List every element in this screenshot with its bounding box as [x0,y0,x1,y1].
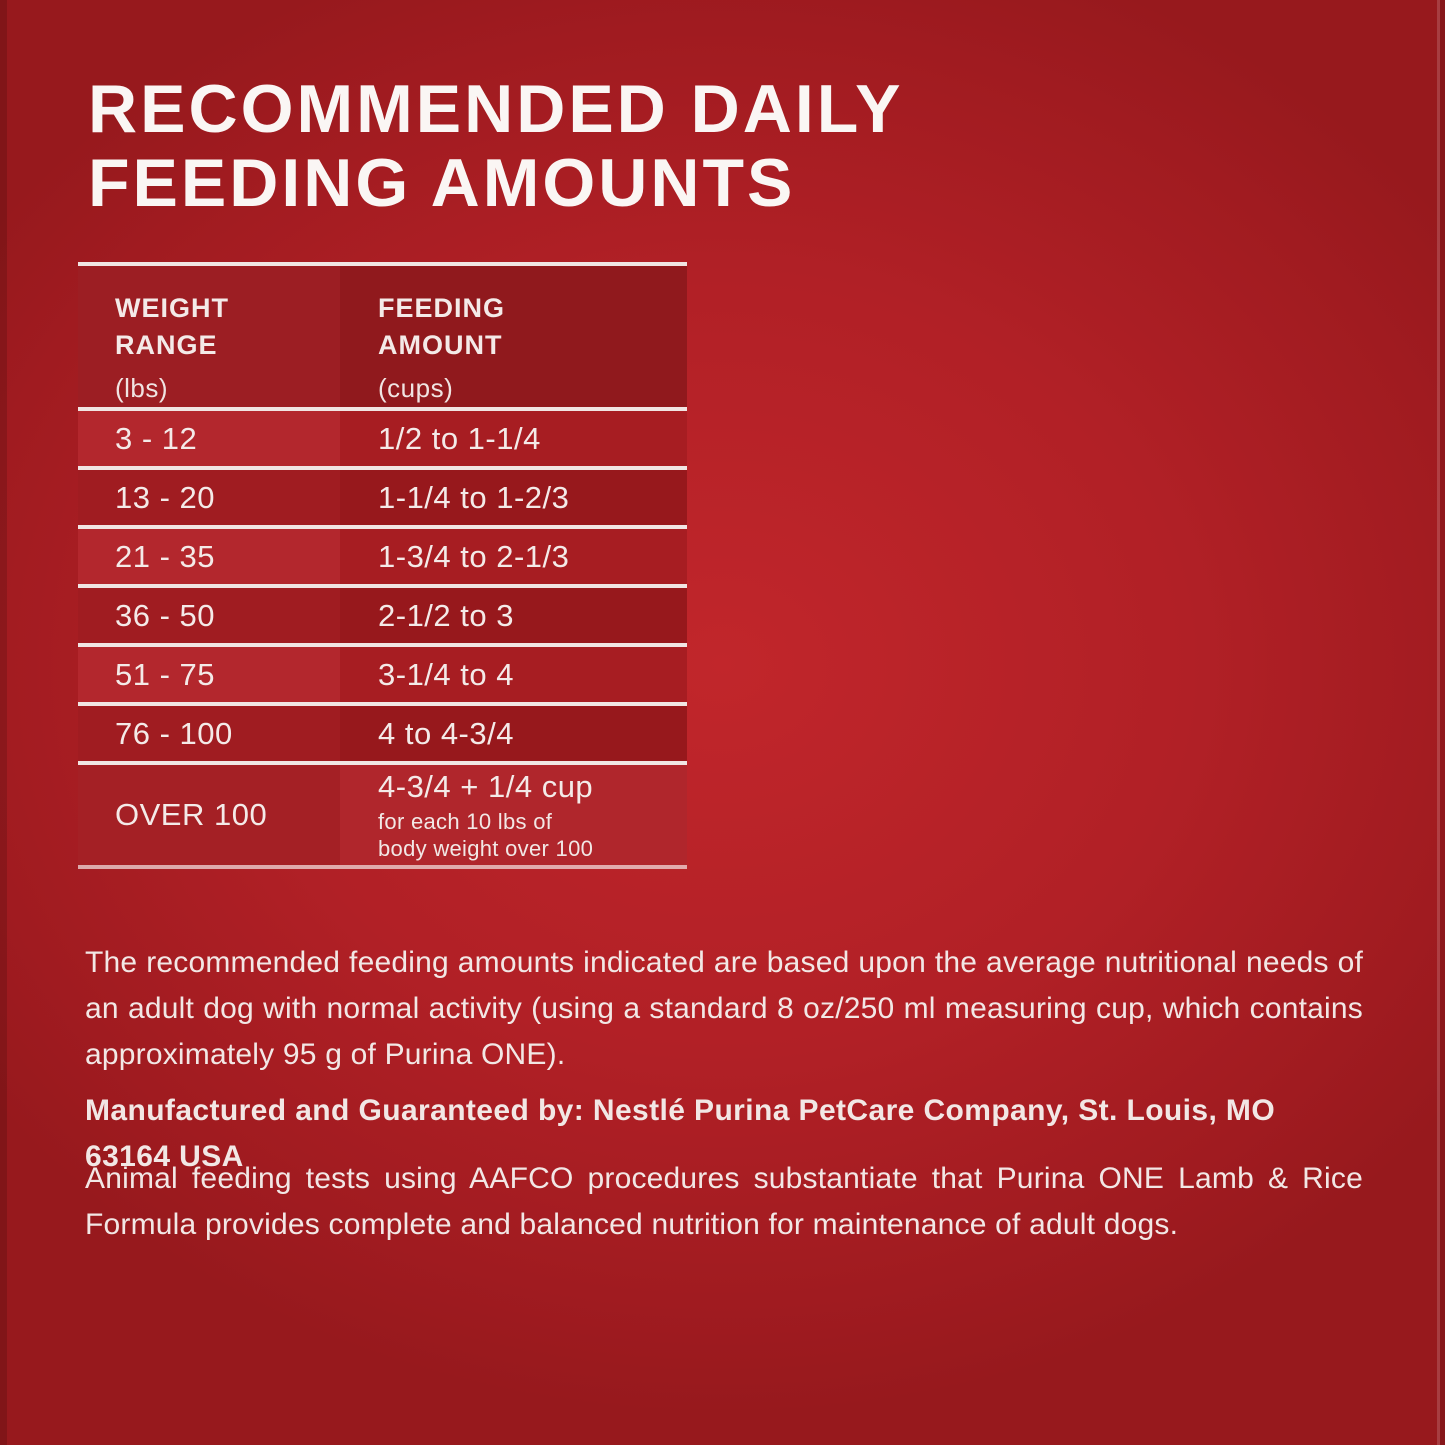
feeding-table: WEIGHT RANGE (lbs) FEEDING AMOUNT (cups)… [78,262,687,869]
header-cell-weight-range: WEIGHT RANGE (lbs) [78,266,340,407]
feeding-basis-paragraph: The recommended feeding amounts indicate… [85,946,1363,1071]
table-row-over-100: OVER 100 4-3/4 + 1/4 cup for each 10 lbs… [78,765,687,865]
weight-range-unit-label: (lbs) [115,373,169,403]
feeding-amount-value: 4 to 4-3/4 [378,715,514,751]
table-divider [78,643,687,647]
table-divider [78,865,687,869]
feeding-amount-value: 1-1/4 to 1-2/3 [378,479,570,515]
table-row: 51 - 75 3-1/4 to 4 [78,647,687,702]
package-edge-shadow-right [1440,0,1445,1445]
package-edge-shadow-left [0,0,7,1445]
table-row: 76 - 100 4 to 4-3/4 [78,706,687,761]
weight-range-header-label: WEIGHT RANGE [115,293,229,360]
table-row: 36 - 50 2-1/2 to 3 [78,588,687,643]
feeding-amount-value: 1-3/4 to 2-1/3 [378,538,570,574]
weight-range-value: 13 - 20 [115,479,216,515]
table-divider [78,262,687,266]
table-row: 21 - 35 1-3/4 to 2-1/3 [78,529,687,584]
table-row: 3 - 12 1/2 to 1-1/4 [78,411,687,466]
weight-range-value: 3 - 12 [115,420,198,456]
table-divider [78,407,687,411]
table-divider [78,761,687,765]
feeding-amount-value: 1/2 to 1-1/4 [378,420,541,456]
feeding-amount-unit-label: (cups) [378,373,454,403]
feeding-amount-note: for each 10 lbs of body weight over 100 [378,808,594,861]
feeding-amount-value: 2-1/2 to 3 [378,597,514,633]
feeding-amount-header-label: FEEDING AMOUNT [378,293,506,360]
weight-range-value: 36 - 50 [115,597,216,633]
table-divider [78,584,687,588]
weight-range-value: 76 - 100 [115,715,233,751]
aafco-statement-paragraph: Animal feeding tests using AAFCO procedu… [85,1162,1363,1241]
page-title: RECOMMENDED DAILY FEEDING AMOUNTS [88,71,904,221]
weight-range-value: 21 - 35 [115,538,216,574]
table-divider [78,525,687,529]
package-crease-line [1437,0,1440,1445]
table-header-row: WEIGHT RANGE (lbs) FEEDING AMOUNT (cups) [78,266,687,407]
feeding-amount-value: 3-1/4 to 4 [378,656,514,692]
table-row: 13 - 20 1-1/4 to 1-2/3 [78,470,687,525]
manufacturer-paragraph: Manufactured and Guaranteed by: Nestlé P… [85,1094,1276,1173]
weight-range-value: 51 - 75 [115,656,216,692]
header-cell-feeding-amount: FEEDING AMOUNT (cups) [340,266,687,407]
weight-range-value: OVER 100 [115,797,268,832]
table-divider [78,702,687,706]
table-divider [78,466,687,470]
feeding-amount-value: 4-3/4 + 1/4 cup [378,768,594,804]
